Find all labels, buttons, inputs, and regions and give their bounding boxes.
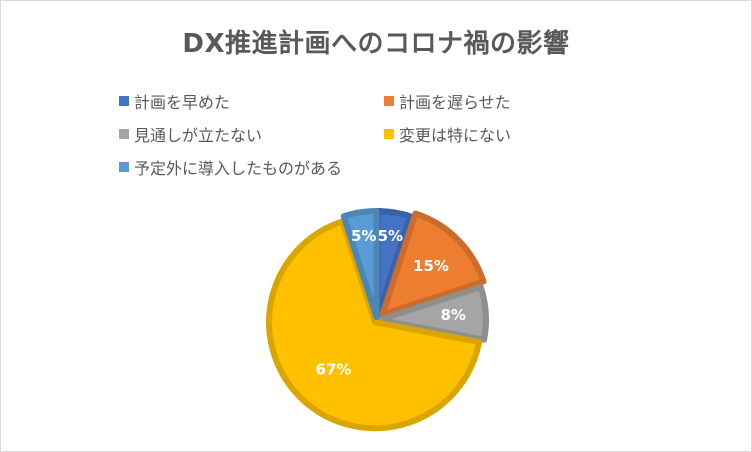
pie-slice-shape [266, 218, 483, 432]
legend-item: 計画を早めた [119, 89, 230, 113]
pie-slice [379, 210, 487, 318]
data-label: 5% [351, 227, 376, 245]
legend-swatch [384, 129, 394, 139]
data-label: 5% [378, 227, 403, 245]
legend-swatch [119, 162, 129, 172]
legend-swatch [119, 96, 129, 106]
legend-item: 予定外に導入したものがある [119, 155, 342, 179]
legend-item: 見通しが立たない [119, 122, 262, 146]
legend-swatch [119, 129, 129, 139]
chart-title: DX推進計画へのコロナ禍の影響 [182, 29, 570, 59]
legend-label: 見通しが立たない [134, 126, 263, 145]
data-label: 67% [316, 360, 352, 378]
pie-slice [376, 284, 489, 343]
pie-slice-shape [340, 208, 380, 321]
pie-slice [266, 218, 483, 432]
data-label: 15% [413, 257, 449, 275]
legend-label: 変更は特にない [399, 126, 512, 145]
legend-item: 計画を遅らせた [384, 89, 511, 113]
legend-swatch [384, 96, 394, 106]
pie-slice [340, 208, 380, 321]
legend-label: 計画を遅らせた [399, 93, 511, 112]
pie-slice-shape [379, 210, 487, 318]
legend-label: 計画を早めた [134, 93, 231, 112]
legend-item: 変更は特にない [384, 122, 511, 146]
pie-slice-shape [376, 284, 489, 343]
legend-label: 予定外に導入したものがある [134, 159, 343, 178]
legend: 計画を早めた 計画を遅らせた 見通しが立たない 変更は特にない 予定外に導入した… [1, 1, 751, 201]
data-label: 8% [440, 306, 465, 324]
